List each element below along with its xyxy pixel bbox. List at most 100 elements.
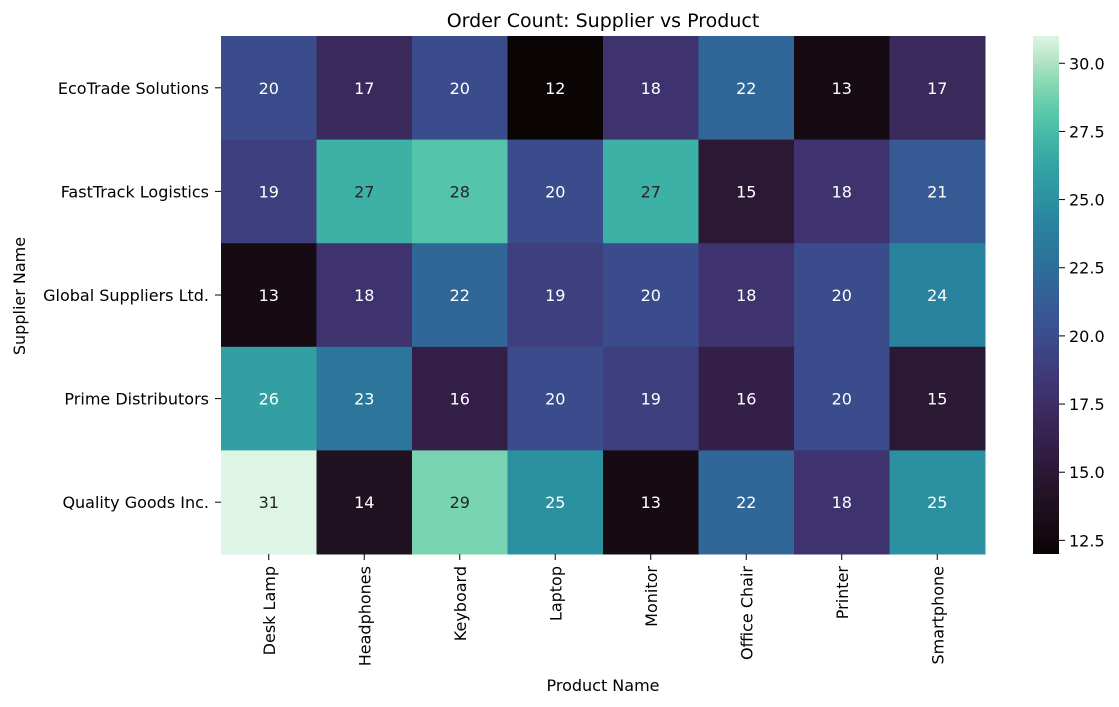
x-tick-labels: Desk Lamp Headphones Keyboard Laptop Monitor… — [260, 554, 947, 666]
x-tick-label: Smartphone — [928, 566, 947, 664]
y-tick-labels: EcoTrade Solutions FastTrack Logistics Glo… — [43, 79, 221, 512]
cell-value-label: 17 — [927, 79, 947, 98]
colorbar-tick-label: 12.5 — [1069, 531, 1105, 550]
cell-value-label: 20 — [545, 390, 565, 409]
heatmap-cell — [316, 243, 413, 348]
cell-value-label: 20 — [450, 79, 470, 98]
y-tick-label: Quality Goods Inc. — [62, 493, 209, 512]
colorbar-tick-label: 27.5 — [1069, 122, 1105, 141]
colorbar-ticks: 12.5 15.0 17.5 20.0 22.5 25.0 27.5 30.0 — [1059, 54, 1105, 550]
colorbar-gradient — [1033, 36, 1059, 554]
heatmap-cell — [698, 36, 795, 141]
heatmap-cell — [889, 36, 986, 141]
heatmap-cell — [412, 450, 508, 555]
cell-value-label: 22 — [450, 286, 470, 305]
heatmap-cell — [698, 243, 795, 348]
heatmap-cell — [221, 139, 317, 244]
colorbar-tick-label: 22.5 — [1069, 259, 1105, 278]
cell-value-label: 16 — [736, 390, 756, 409]
cell-value-label: 21 — [927, 182, 947, 201]
y-tick-label: FastTrack Logistics — [61, 182, 209, 201]
heatmap-cell — [221, 243, 317, 348]
cell-value-label: 31 — [259, 493, 279, 512]
heatmap-cell — [794, 36, 890, 141]
cell-value-label: 22 — [736, 79, 756, 98]
cell-value-label: 20 — [832, 286, 852, 305]
heatmap-cell — [316, 346, 413, 451]
cell-value-label: 23 — [354, 390, 374, 409]
cell-value-label: 29 — [450, 493, 470, 512]
colorbar-tick-label: 30.0 — [1069, 54, 1105, 73]
heatmap-cell — [603, 346, 699, 451]
heatmap-cell — [889, 450, 986, 555]
heatmap-cell — [603, 139, 699, 244]
heatmap-cell — [507, 243, 604, 348]
cell-value-label: 18 — [354, 286, 374, 305]
cell-value-label: 20 — [545, 182, 565, 201]
cell-value-label: 17 — [354, 79, 374, 98]
heatmap-cell — [889, 243, 986, 348]
cell-value-label: 22 — [736, 493, 756, 512]
cell-value-label: 26 — [259, 390, 279, 409]
cell-value-label: 28 — [450, 182, 470, 201]
y-axis-label: Supplier Name — [10, 237, 29, 355]
cell-value-label: 13 — [641, 493, 661, 512]
heatmap-cell — [507, 346, 604, 451]
y-tick-label: EcoTrade Solutions — [58, 79, 209, 98]
heatmap-cell — [507, 450, 604, 555]
heatmap-cell — [794, 346, 890, 451]
heatmap-cell — [603, 243, 699, 348]
colorbar-tick-label: 17.5 — [1069, 395, 1105, 414]
x-tick-label: Monitor — [642, 566, 661, 627]
x-tick-label: Keyboard — [451, 566, 470, 641]
cell-value-label: 20 — [641, 286, 661, 305]
heatmap-cell — [507, 36, 604, 141]
cell-value-label: 25 — [927, 493, 947, 512]
cell-value-label: 19 — [259, 182, 279, 201]
heatmap-cell — [412, 139, 508, 244]
heatmap-cell — [794, 450, 890, 555]
cell-value-label: 13 — [259, 286, 279, 305]
cell-value-label: 12 — [545, 79, 565, 98]
cell-value-label: 18 — [832, 182, 852, 201]
cell-value-label: 27 — [354, 182, 374, 201]
cell-value-label: 14 — [354, 493, 374, 512]
heatmap-cell — [794, 243, 890, 348]
cell-value-label: 19 — [545, 286, 565, 305]
y-tick-label: Global Suppliers Ltd. — [43, 286, 209, 305]
cell-value-label: 16 — [450, 390, 470, 409]
heatmap-cell — [794, 139, 890, 244]
heatmap-cell — [698, 450, 795, 555]
heatmap-cell — [698, 139, 795, 244]
colorbar-tick-label: 15.0 — [1069, 463, 1105, 482]
heatmap-cell — [889, 139, 986, 244]
y-tick-label: Prime Distributors — [64, 390, 209, 409]
cell-value-label: 18 — [832, 493, 852, 512]
x-tick-label: Headphones — [355, 566, 374, 666]
heatmap-cell — [412, 36, 508, 141]
cell-value-label: 15 — [736, 182, 756, 201]
cell-value-label: 13 — [832, 79, 852, 98]
x-tick-label: Desk Lamp — [260, 566, 279, 655]
cell-value-label: 25 — [545, 493, 565, 512]
cell-value-label: 18 — [736, 286, 756, 305]
heatmap-cell — [698, 346, 795, 451]
chart-title: Order Count: Supplier vs Product — [447, 10, 760, 32]
heatmap-cell — [603, 450, 699, 555]
cell-value-label: 24 — [927, 286, 947, 305]
heatmap-cell — [889, 346, 986, 451]
heatmap-cell — [221, 36, 317, 141]
heatmap-cell — [316, 139, 413, 244]
heatmap-cells: 20 17 20 12 18 22 13 17 19 27 28 20 27 15 18 21 13 18 22 19… — [221, 36, 986, 555]
heatmap-cell — [316, 36, 413, 141]
cell-value-label: 20 — [259, 79, 279, 98]
colorbar-tick-label: 20.0 — [1069, 327, 1105, 346]
heatmap-cell — [221, 450, 317, 555]
heatmap-cell — [507, 139, 604, 244]
heatmap-cell — [603, 36, 699, 141]
x-tick-label: Laptop — [546, 566, 565, 621]
cell-value-label: 27 — [641, 182, 661, 201]
cell-value-label: 15 — [927, 390, 947, 409]
colorbar-tick-label: 25.0 — [1069, 191, 1105, 210]
